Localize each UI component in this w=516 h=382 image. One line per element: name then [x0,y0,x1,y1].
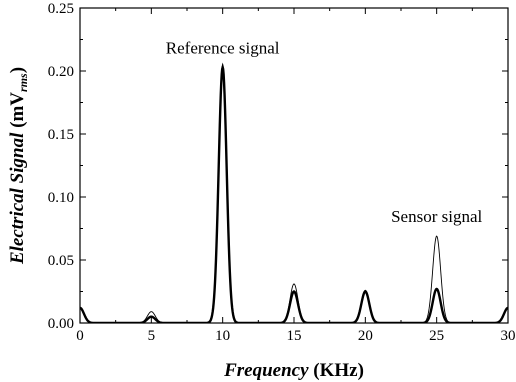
y-tick-label: 0.25 [48,1,74,17]
x-tick-label: 0 [76,328,84,344]
y-axis-title-unit: (mV [7,92,28,133]
y-axis-title-close: ) [7,67,28,73]
x-axis-title-italic: Frequency [223,360,309,381]
plot-area [80,62,508,323]
y-tick-label: 0.20 [48,64,74,80]
series-line-thick [80,62,508,323]
y-tick-label: 0.00 [48,316,74,332]
annotation-label: Sensor signal [391,207,482,226]
x-tick-label: 5 [148,328,156,344]
y-axis-title-subscript: rms [16,73,30,92]
x-tick-label: 30 [501,328,516,344]
plot-frame [79,7,509,324]
x-tick-label: 20 [358,328,373,344]
x-tick-label: 25 [429,328,444,344]
x-tick-label: 10 [215,328,230,344]
x-axis-title-unit: (KHz) [309,360,364,381]
series-line-thin [80,62,508,323]
y-tick-label: 0.15 [48,127,74,143]
x-tick-label: 15 [287,328,302,344]
annotations: Reference signal Sensor signal [166,38,483,226]
y-tick-label: 0.05 [48,253,74,269]
x-axis-title: Frequency (KHz) [223,360,364,381]
axis-ticks [79,7,509,324]
annotation-label: Reference signal [166,38,280,57]
y-tick-label: 0.10 [48,190,74,206]
axis-tick-labels: 0 5 10 15 20 25 30 0.00 0.05 0.10 0.15 0.20 0.25 [48,1,516,344]
y-axis-title: Electrical Signal (mVrms) [7,67,30,265]
y-axis-title-italic: Electrical Signal [7,132,28,265]
